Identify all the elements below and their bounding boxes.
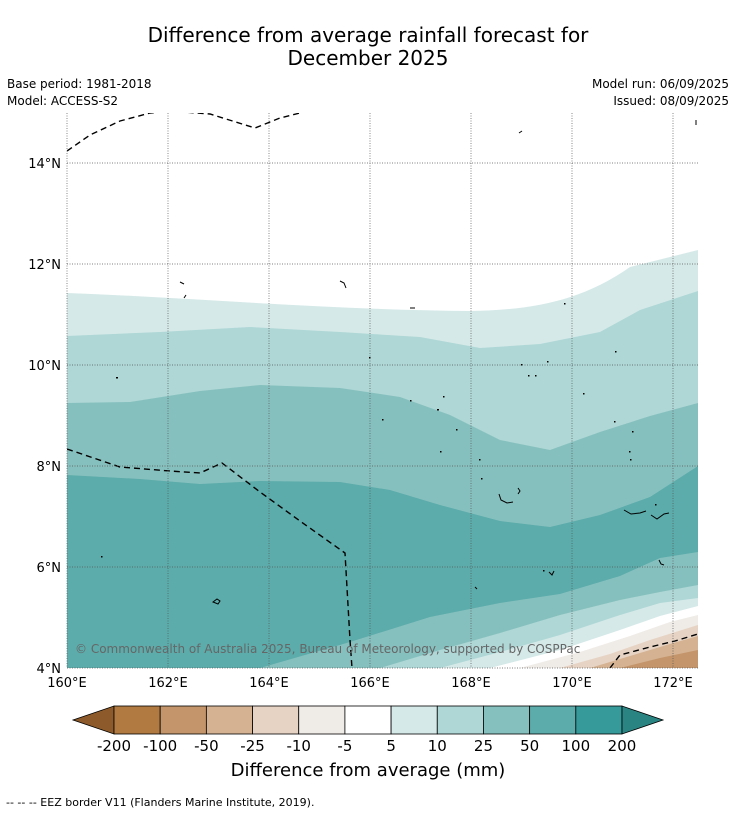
lon-tick-label: 170°E [552,676,592,691]
colorbar-swatch [390,705,438,735]
colorbar-tick-label: -10 [286,737,311,755]
lat-tick-labels: 4°N 6°N 8°N 10°N 12°N 14°N [28,157,61,677]
colorbar-swatch [575,705,623,735]
issued-date: Issued: 08/09/2025 [613,94,729,108]
eez-border-south [609,633,698,668]
colorbar-tick-label: 5 [386,737,396,755]
grid-lines [67,113,698,668]
colorbar-swatch [113,705,161,735]
copyright-notice: © Commonwealth of Australia 2025, Bureau… [75,642,580,656]
colorbar-tick-label: 200 [608,737,637,755]
band-south-dry-50 [620,650,698,668]
lon-tick-label: 162°E [148,676,188,691]
colorbar-swatch [252,705,300,735]
colorbar-swatch [159,705,207,735]
colorbar-tick-label: -5 [337,737,352,755]
eez-borders [67,113,698,668]
colorbar-swatch [483,705,531,735]
colorbar-swatch [344,705,392,735]
map-area [67,113,698,668]
colorbar-tick-label: 50 [520,737,539,755]
lon-tick-labels: 160°E 162°E 164°E 166°E 168°E 170°E 172°… [47,676,693,691]
colorbar-tick-label: 10 [428,737,447,755]
colorbar-tick-label: -25 [240,737,265,755]
eez-border-central [67,448,353,668]
colorbar-swatch [436,705,484,735]
eez-border-north [67,113,301,152]
colorbar-title: Difference from average (mm) [230,760,506,781]
model-name: Model: ACCESS-S2 [7,94,119,108]
model-run: Model run: 06/09/2025 [591,77,729,91]
base-period: Base period: 1981-2018 [7,77,152,91]
colorbar-tick-label: 25 [474,737,493,755]
lon-tick-label: 172°E [653,676,693,691]
colorbar-swatch [529,705,577,735]
eez-footnote: -- -- -- EEZ border V11 (Flanders Marine… [6,796,315,809]
colorbar-swatch [298,705,346,735]
lon-tick-label: 160°E [47,676,87,691]
colorbar-extend-low [71,705,115,735]
island-dots [101,303,657,572]
lat-tick-label: 8°N [37,460,62,475]
colorbar-tick-label: -50 [194,737,219,755]
lat-tick-label: 10°N [28,359,61,374]
colorbar-tick-label: -100 [143,737,177,755]
colorbar-tick-label: -200 [97,737,131,755]
title-line-2: December 2025 [287,46,449,70]
colorbar [71,705,665,735]
lat-tick-label: 4°N [37,662,62,677]
lon-tick-label: 168°E [451,676,491,691]
colorbar-extend-high [621,705,665,735]
title-line-1: Difference from average rainfall forecas… [147,23,589,47]
lon-tick-label: 164°E [249,676,289,691]
islands [179,120,697,605]
colorbar-tick-label: 100 [561,737,590,755]
lon-tick-label: 166°E [350,676,390,691]
colorbar-tick-labels: -200 -100 -50 -25 -10 -5 5 10 25 50 100 200 [97,737,636,755]
lat-tick-label: 14°N [28,157,61,172]
lat-tick-label: 6°N [37,561,62,576]
colorbar-swatch [205,705,253,735]
lat-tick-label: 12°N [28,258,61,273]
